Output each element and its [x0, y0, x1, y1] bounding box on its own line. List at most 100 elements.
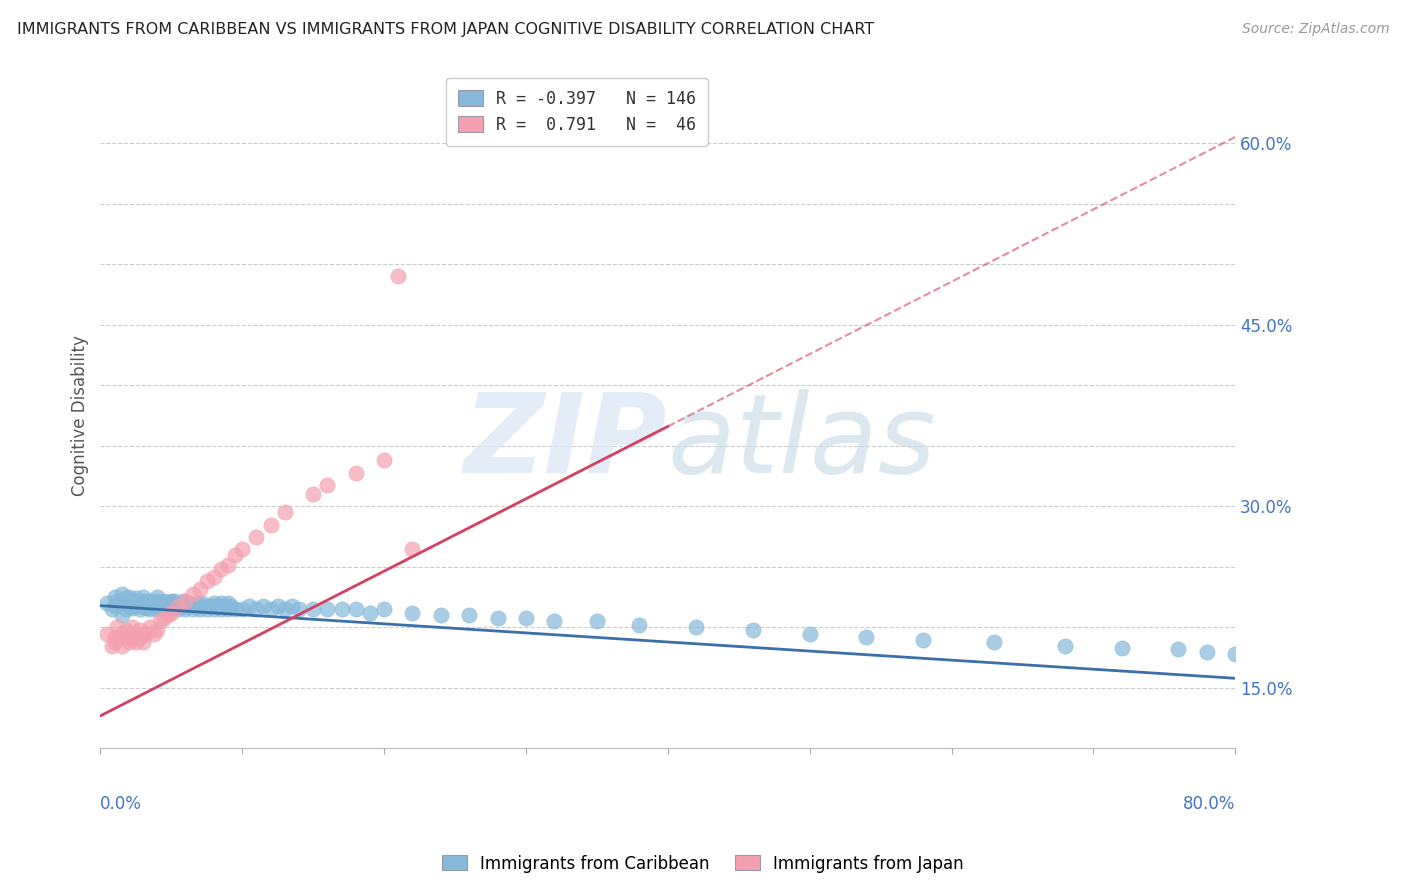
Point: [160, 599, 183, 613]
Point: [252, 599, 274, 613]
Point: [172, 596, 194, 610]
Point: [628, 618, 651, 632]
Text: atlas: atlas: [668, 389, 936, 496]
Point: [330, 602, 353, 616]
Point: [103, 591, 125, 605]
Point: [153, 594, 176, 608]
Point: [274, 602, 297, 616]
Point: [103, 599, 125, 613]
Point: [118, 596, 141, 610]
Point: [586, 615, 609, 629]
Point: [139, 602, 162, 616]
Point: [125, 596, 148, 610]
Point: [96, 626, 118, 640]
Point: [121, 594, 143, 608]
Point: [143, 596, 166, 610]
Point: [157, 596, 180, 610]
Point: [685, 620, 707, 634]
Point: [245, 530, 267, 544]
Point: [344, 602, 367, 616]
Point: [118, 626, 141, 640]
Point: [515, 611, 537, 625]
Point: [146, 599, 169, 613]
Point: [111, 586, 134, 600]
Point: [132, 635, 155, 649]
Point: [188, 599, 211, 613]
Point: [132, 591, 155, 605]
Point: [100, 639, 122, 653]
Point: [125, 635, 148, 649]
Point: [191, 596, 214, 610]
Point: [543, 615, 565, 629]
Point: [115, 630, 138, 644]
Point: [181, 599, 204, 613]
Point: [202, 596, 225, 610]
Point: [1195, 645, 1218, 659]
Point: [121, 630, 143, 644]
Point: [115, 591, 138, 606]
Point: [344, 466, 367, 480]
Point: [118, 635, 141, 649]
Point: [288, 602, 311, 616]
Point: [401, 541, 423, 556]
Text: Source: ZipAtlas.com: Source: ZipAtlas.com: [1241, 22, 1389, 37]
Point: [111, 639, 134, 653]
Point: [799, 626, 821, 640]
Point: [143, 626, 166, 640]
Point: [167, 602, 190, 616]
Point: [245, 602, 267, 616]
Point: [302, 487, 325, 501]
Point: [111, 608, 134, 623]
Point: [238, 599, 260, 613]
Point: [209, 596, 232, 610]
Point: [181, 602, 204, 616]
Point: [1225, 647, 1247, 661]
Text: 0.0%: 0.0%: [100, 795, 142, 814]
Point: [129, 594, 152, 608]
Point: [160, 606, 183, 620]
Point: [1167, 642, 1189, 657]
Point: [281, 599, 304, 613]
Point: [132, 596, 155, 610]
Point: [105, 620, 128, 634]
Point: [153, 602, 176, 616]
Point: [129, 623, 152, 637]
Point: [373, 602, 395, 616]
Point: [135, 626, 157, 640]
Point: [1111, 640, 1133, 655]
Point: [195, 602, 218, 616]
Point: [316, 477, 339, 491]
Point: [153, 611, 176, 625]
Point: [259, 517, 281, 532]
Point: [160, 602, 183, 616]
Point: [316, 602, 339, 616]
Point: [195, 599, 218, 613]
Point: [172, 594, 194, 608]
Point: [129, 630, 152, 644]
Point: [149, 615, 172, 629]
Point: [177, 596, 200, 610]
Point: [401, 606, 423, 620]
Point: [125, 599, 148, 613]
Legend: R = -0.397   N = 146, R =  0.791   N =  46: R = -0.397 N = 146, R = 0.791 N = 46: [446, 78, 707, 145]
Point: [163, 594, 186, 608]
Point: [181, 586, 204, 600]
Point: [983, 635, 1005, 649]
Point: [224, 548, 246, 562]
Point: [188, 602, 211, 616]
Point: [96, 596, 118, 610]
Point: [157, 599, 180, 613]
Text: ZIP: ZIP: [464, 389, 668, 496]
Point: [146, 602, 169, 616]
Point: [359, 606, 381, 620]
Point: [163, 596, 186, 610]
Point: [132, 626, 155, 640]
Point: [202, 569, 225, 583]
Point: [430, 608, 453, 623]
Point: [231, 541, 253, 556]
Point: [149, 596, 172, 610]
Point: [174, 602, 197, 616]
Point: [373, 453, 395, 467]
Point: [139, 599, 162, 613]
Point: [118, 591, 141, 605]
